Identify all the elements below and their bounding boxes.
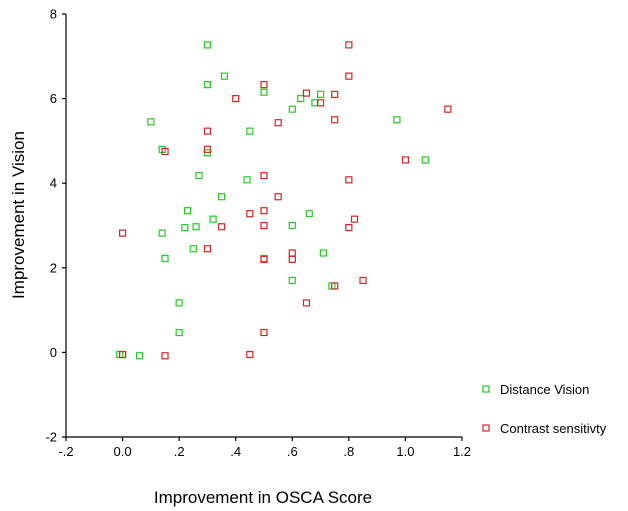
data-point xyxy=(260,221,268,230)
data-point xyxy=(274,119,282,127)
y-tick-label: 0 xyxy=(50,345,57,360)
legend-label: Distance Vision xyxy=(500,382,589,397)
data-point xyxy=(217,223,226,231)
x-tick-label: .8 xyxy=(343,444,354,459)
x-axis-title: Improvement in OSCA Score xyxy=(154,488,372,507)
data-point xyxy=(288,276,296,285)
data-point xyxy=(175,299,183,307)
data-point xyxy=(158,229,166,237)
series-contrast-sensitivity xyxy=(118,41,452,360)
data-point xyxy=(181,224,189,232)
data-point xyxy=(288,255,296,263)
x-tick-label: .4 xyxy=(230,444,241,459)
data-point xyxy=(192,223,200,231)
data-point xyxy=(331,282,339,290)
data-point xyxy=(135,352,144,360)
data-point xyxy=(209,215,217,223)
data-point xyxy=(161,147,169,156)
data-point xyxy=(345,41,353,49)
y-tick-label: 2 xyxy=(50,260,57,275)
data-point xyxy=(203,81,212,89)
x-tick-label: -.2 xyxy=(58,444,73,459)
data-point xyxy=(401,156,410,164)
data-point xyxy=(118,350,127,359)
data-point xyxy=(260,171,268,180)
data-point xyxy=(288,105,296,113)
y-tick-label: 6 xyxy=(50,91,57,106)
data-point xyxy=(359,276,367,285)
data-point xyxy=(161,254,169,263)
data-point xyxy=(246,127,254,135)
data-point xyxy=(274,193,282,201)
x-tick-label: .6 xyxy=(287,444,298,459)
data-point xyxy=(297,94,305,103)
data-point xyxy=(246,210,254,218)
axes xyxy=(65,14,462,438)
data-point xyxy=(305,210,313,218)
data-point xyxy=(288,249,296,257)
legend-item: Distance Vision xyxy=(482,382,589,397)
data-point xyxy=(319,249,327,257)
data-point xyxy=(302,89,311,97)
data-point xyxy=(345,72,353,80)
legend-item: Contrast sensitivty xyxy=(482,421,607,436)
x-tick-label: 0.0 xyxy=(114,444,132,459)
data-point xyxy=(203,245,212,253)
data-point xyxy=(161,352,169,360)
data-point xyxy=(288,221,296,230)
data-point xyxy=(220,72,228,80)
data-point xyxy=(195,171,203,180)
x-ticks: -.2 0.0 .2 .4 .6 .8 1.0 1.2 xyxy=(58,437,471,459)
data-point xyxy=(260,207,268,215)
data-point xyxy=(444,105,452,113)
legend-marker xyxy=(482,385,490,393)
series-distance-vision xyxy=(116,41,429,360)
data-point xyxy=(175,328,183,337)
legend: Distance Vision Contrast sensitivty xyxy=(482,382,607,436)
data-point xyxy=(260,81,268,89)
data-point xyxy=(331,116,339,124)
data-point xyxy=(203,41,212,49)
data-point xyxy=(260,255,268,263)
data-point xyxy=(421,156,429,164)
data-point xyxy=(316,99,325,107)
data-point xyxy=(147,118,155,126)
x-tick-label: .2 xyxy=(174,444,185,459)
data-point xyxy=(118,229,127,237)
y-tick-label: 4 xyxy=(50,176,57,191)
data-point xyxy=(246,350,254,359)
data-point xyxy=(232,94,240,103)
data-points xyxy=(116,41,452,360)
data-point xyxy=(217,193,226,201)
data-point xyxy=(203,145,212,153)
data-point xyxy=(260,88,268,96)
legend-label: Contrast sensitivty xyxy=(500,421,607,436)
x-tick-label: 1.0 xyxy=(396,444,414,459)
y-ticks: -2 0 2 4 6 8 xyxy=(45,7,66,445)
data-point xyxy=(345,224,353,232)
data-point xyxy=(184,207,192,215)
y-tick-label: 8 xyxy=(50,7,57,22)
data-point xyxy=(260,328,268,337)
data-point xyxy=(331,90,339,98)
data-point xyxy=(203,127,212,135)
data-point xyxy=(302,299,311,307)
data-point xyxy=(345,176,353,184)
y-tick-label: -2 xyxy=(45,430,57,445)
legend-marker xyxy=(482,424,490,432)
data-point xyxy=(350,215,359,223)
x-tick-label: 1.2 xyxy=(453,444,471,459)
data-point xyxy=(393,116,401,124)
data-point xyxy=(243,176,251,184)
data-point xyxy=(316,90,325,98)
data-point xyxy=(189,245,197,253)
y-axis-title: Improvement in Vision xyxy=(9,131,28,299)
